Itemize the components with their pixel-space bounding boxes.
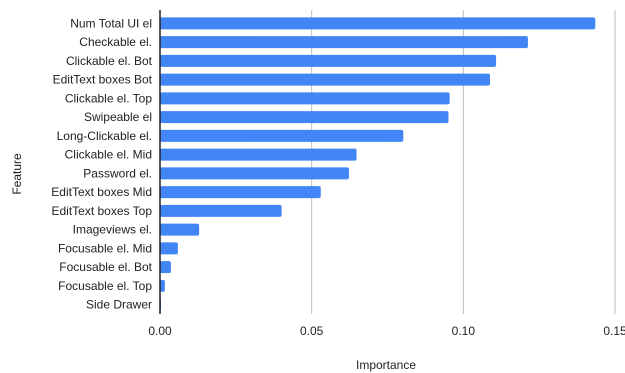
bar xyxy=(160,129,404,142)
category-label: Clickable el. Top xyxy=(65,91,152,105)
x-tick-label: 0.00 xyxy=(148,324,172,338)
category-label: Side Drawer xyxy=(86,298,152,312)
category-label: Num Total UI el xyxy=(70,16,152,30)
x-tick-label: 0.05 xyxy=(300,324,324,338)
bar xyxy=(160,223,200,236)
bar xyxy=(160,186,321,199)
bar xyxy=(160,73,491,86)
category-label: Password el. xyxy=(83,166,152,180)
bar xyxy=(160,36,528,49)
bar xyxy=(160,54,497,67)
category-label: Checkable el. xyxy=(79,35,152,49)
category-label: EditText boxes Top xyxy=(51,204,152,218)
category-label: Focusable el. Mid xyxy=(58,241,152,255)
y-axis-title: Feature xyxy=(10,153,24,195)
bar xyxy=(160,148,357,161)
bars xyxy=(160,17,596,311)
bar xyxy=(160,167,349,180)
category-label: Clickable el. Bot xyxy=(66,54,153,68)
x-axis-title: Importance xyxy=(356,358,416,372)
bar xyxy=(160,279,165,292)
bar xyxy=(160,242,178,255)
x-tick-label: 0.10 xyxy=(452,324,476,338)
bar xyxy=(160,204,282,217)
category-label: Long-Clickable el. xyxy=(57,129,152,143)
bar xyxy=(160,92,450,105)
category-labels: Num Total UI el Checkable el. Clickable el… xyxy=(51,16,152,311)
bar xyxy=(160,17,596,30)
x-tick-labels: 0.00 0.05 0.10 0.15 xyxy=(148,324,625,338)
category-label: Imageviews el. xyxy=(73,223,152,237)
category-label: EditText boxes Mid xyxy=(51,185,152,199)
category-label: Swipeable el xyxy=(84,110,152,124)
category-label: Focusable el. Bot xyxy=(59,260,152,274)
category-label: EditText boxes Bot xyxy=(53,73,153,87)
bar xyxy=(160,111,449,124)
x-tick-label: 0.15 xyxy=(603,324,625,338)
category-label: Focusable el. Top xyxy=(58,279,152,293)
bar xyxy=(160,261,171,274)
category-label: Clickable el. Mid xyxy=(65,148,152,162)
